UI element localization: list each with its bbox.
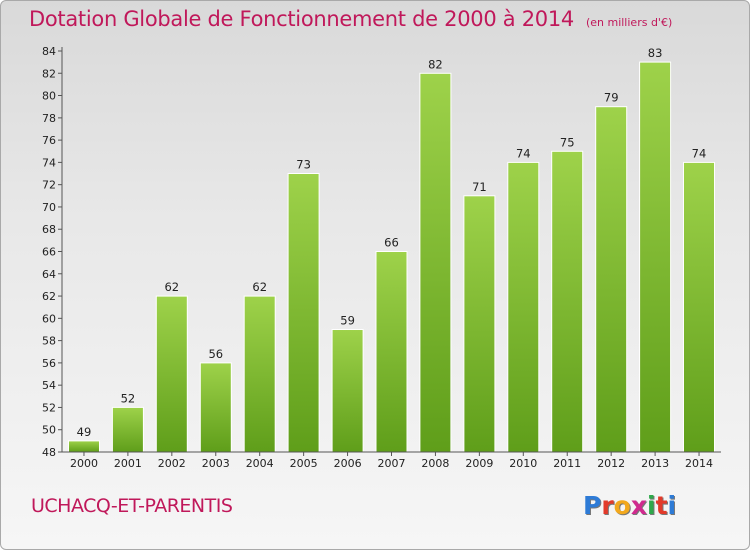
bar-2006: [331, 329, 364, 453]
y-tick-label: 70: [42, 201, 56, 214]
bar-2005: [287, 173, 320, 453]
y-tick-label: 54: [42, 379, 56, 392]
bar-value-label: 62: [164, 280, 179, 294]
bar-value-label: 52: [121, 391, 136, 405]
chart-title: Dotation Globale de Fonctionnement de 20…: [29, 7, 574, 31]
x-tick-label: 2004: [246, 457, 274, 470]
bar-value-label: 71: [472, 180, 487, 194]
x-tick-label: 2008: [421, 457, 449, 470]
unit-label: (en milliers d'€): [585, 16, 673, 29]
bar-value-label: 62: [252, 280, 267, 294]
x-tick-label: 2005: [290, 457, 318, 470]
x-tick-label: 2001: [114, 457, 142, 470]
bar-value-label: 74: [516, 146, 531, 160]
x-tick-label: 2000: [70, 457, 98, 470]
y-tick-label: 58: [42, 335, 56, 348]
logo-letter: i: [667, 491, 677, 520]
bar-2000: [68, 440, 100, 453]
bar-value-label: 83: [648, 46, 663, 60]
y-tick-label: 68: [42, 223, 56, 236]
y-tick-label: 72: [42, 179, 56, 192]
y-tick-label: 78: [42, 112, 56, 125]
x-tick-label: 2009: [465, 457, 493, 470]
y-tick-label: 52: [42, 401, 56, 414]
logo-letter: o: [613, 491, 631, 520]
bar-2008: [419, 72, 452, 453]
x-tick-label: 2014: [685, 457, 713, 470]
bar-2001: [111, 406, 144, 453]
y-tick-label: 50: [42, 424, 56, 437]
y-tick-label: 64: [42, 268, 56, 281]
x-tick-label: 2010: [509, 457, 537, 470]
bar-value-label: 59: [340, 314, 355, 328]
y-tick-label: 48: [42, 446, 56, 459]
x-tick-label: 2012: [597, 457, 625, 470]
bar-value-label: 66: [384, 236, 399, 250]
bar-value-label: 56: [208, 347, 223, 361]
bar-value-label: 74: [692, 146, 707, 160]
bar-2014: [683, 161, 715, 453]
bar-2012: [595, 106, 628, 453]
y-tick-label: 56: [42, 357, 56, 370]
bar-2013: [639, 61, 672, 453]
bar-value-label: 75: [560, 135, 575, 149]
x-tick-label: 2007: [378, 457, 406, 470]
bar-2010: [507, 161, 540, 453]
bar-value-label: 49: [77, 425, 92, 439]
axis-layer: 2000 2001 2002 2003 2004 2005 2006 2007 2008 2009…: [42, 45, 721, 470]
bar-2009: [463, 195, 496, 453]
bar-2002: [155, 295, 188, 453]
logo-letter: t: [655, 491, 668, 520]
bar-value-label: 82: [428, 57, 443, 71]
bars-layer: 49 52 62 56 62 73 59 66 82 71 74 75 79 83 74: [68, 46, 715, 453]
bar-2003: [199, 362, 232, 453]
y-tick-label: 80: [42, 90, 56, 103]
commune-name: UCHACQ-ET-PARENTIS: [31, 495, 233, 517]
y-tick-label: 84: [42, 45, 56, 58]
logo-letter: P: [583, 491, 602, 520]
x-tick-label: 2003: [202, 457, 230, 470]
y-tick-label: 60: [42, 312, 56, 325]
bar-value-label: 79: [604, 91, 619, 105]
y-tick-label: 82: [42, 67, 56, 80]
bar-value-label: 73: [296, 158, 311, 172]
x-tick-label: 2011: [553, 457, 581, 470]
bar-2007: [375, 251, 408, 453]
x-tick-label: 2006: [334, 457, 362, 470]
title-line: Dotation Globale de Fonctionnement de 20…: [29, 7, 672, 31]
y-tick-label: 76: [42, 134, 56, 147]
x-tick-label: 2002: [158, 457, 186, 470]
proxiti-logo[interactable]: Proxiti: [583, 491, 676, 520]
logo-letter: i: [647, 491, 656, 520]
y-tick-label: 62: [42, 290, 56, 303]
bar-2011: [551, 150, 584, 453]
y-tick-label: 74: [42, 156, 56, 169]
y-tick-label: 66: [42, 246, 56, 259]
bar-2004: [243, 295, 276, 453]
logo-letter: x: [630, 491, 647, 520]
x-tick-label: 2013: [641, 457, 669, 470]
logo-letter: r: [601, 491, 614, 520]
